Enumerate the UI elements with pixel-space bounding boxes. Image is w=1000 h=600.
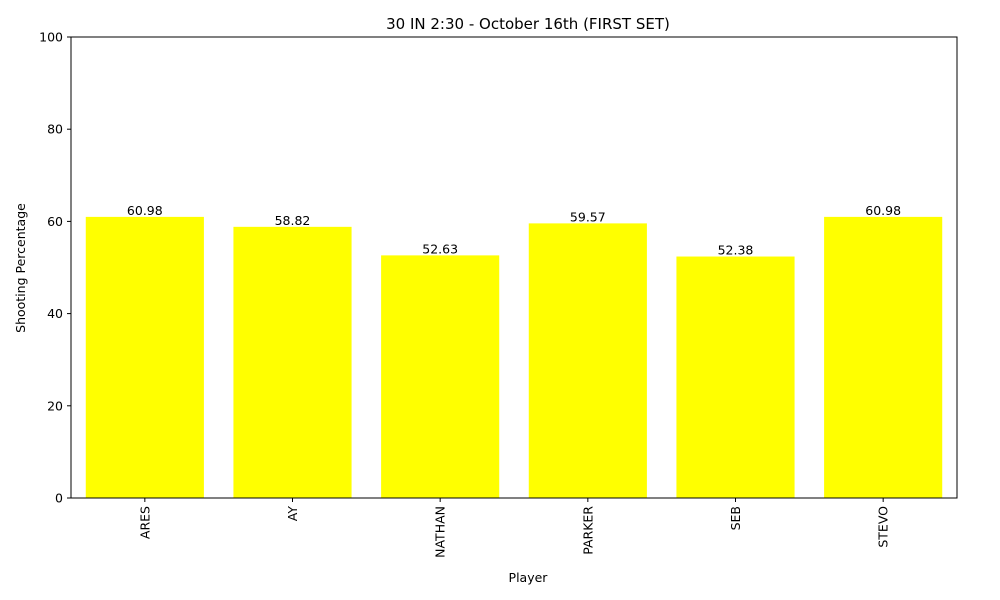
x-axis-label: Player [509, 570, 549, 585]
y-tick-label: 80 [47, 122, 63, 137]
y-axis-label: Shooting Percentage [13, 203, 28, 333]
x-tick-label-parker: PARKER [580, 506, 595, 555]
data-label-ares: 60.98 [127, 203, 163, 218]
x-tick-label-ay: AY [285, 506, 300, 522]
y-tick-label: 100 [39, 30, 63, 45]
data-label-stevo: 60.98 [865, 203, 901, 218]
bars-group: 60.98 58.82 52.63 59.57 52.38 60.98 [85, 203, 943, 499]
data-label-parker: 59.57 [570, 209, 606, 224]
y-tick-label: 0 [55, 491, 63, 506]
bar-seb [676, 256, 795, 498]
y-axis: 0 20 40 60 80 100 [39, 30, 71, 506]
x-tick-label-seb: SEB [728, 506, 743, 530]
y-tick-label: 40 [47, 306, 63, 321]
bar-nathan [381, 255, 500, 498]
data-label-seb: 52.38 [718, 243, 754, 258]
y-tick-label: 20 [47, 398, 63, 413]
bar-parker [528, 223, 647, 498]
y-tick-label: 60 [47, 214, 63, 229]
x-tick-label-ares: ARES [137, 506, 152, 539]
data-label-ay: 58.82 [275, 213, 311, 228]
x-tick-label-nathan: NATHAN [433, 506, 448, 558]
bar-ay [233, 226, 352, 499]
x-tick-label-stevo: STEVO [876, 506, 891, 548]
plot-frame [70, 36, 958, 499]
bar-ares [85, 216, 204, 498]
data-label-nathan: 52.63 [422, 241, 458, 256]
x-axis: ARES AY NATHAN PARKER SEB STEVO [137, 498, 891, 558]
chart-title: 30 IN 2:30 - October 16th (FIRST SET) [386, 15, 670, 33]
bar-stevo [824, 216, 943, 498]
